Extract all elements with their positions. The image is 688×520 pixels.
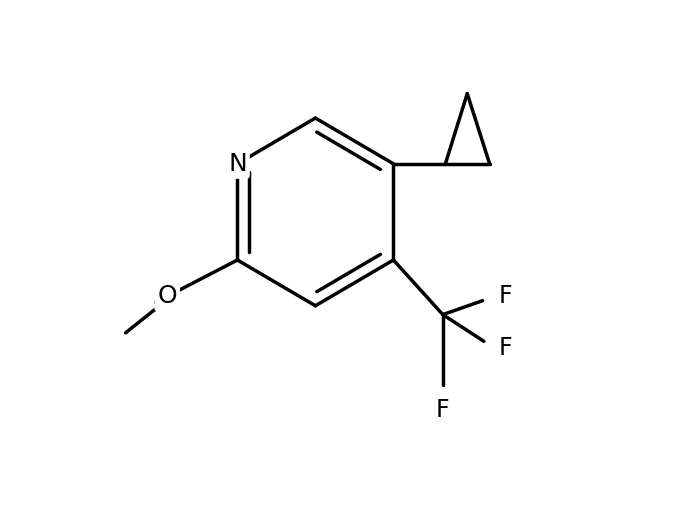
Text: O: O: [158, 284, 177, 308]
Text: F: F: [436, 398, 450, 422]
Text: F: F: [499, 336, 513, 360]
Text: F: F: [499, 284, 513, 308]
Text: N: N: [228, 152, 247, 176]
